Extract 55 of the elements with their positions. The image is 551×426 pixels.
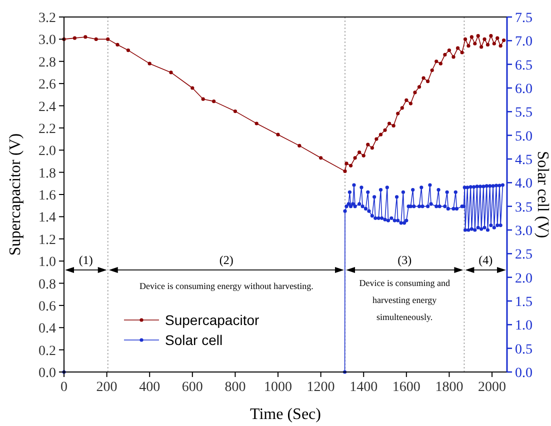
x-axis-title: Time (Sec) — [250, 406, 321, 423]
x-tick-label: 600 — [182, 380, 203, 395]
y2-tick-label: 0.5 — [515, 342, 532, 358]
annotation: (4) — [478, 252, 493, 267]
y-tick-label: 2.8 — [38, 55, 56, 70]
annotation: Device is consuming and harvesting energy simulteneously. — [359, 278, 450, 322]
y-tick-label: 1.2 — [38, 232, 56, 248]
y-tick-label: 2.0 — [38, 144, 56, 160]
y-tick-label: 1.8 — [38, 166, 56, 182]
x-tick-label: 0 — [60, 380, 68, 395]
y2-tick-label: 4.5 — [515, 153, 532, 168]
y2-tick-label: 4.0 — [515, 176, 532, 192]
y-tick-label: 3.0 — [38, 33, 56, 48]
annotation: Device is consuming energy without harvesting. — [140, 280, 314, 291]
annotation: (3) — [398, 252, 412, 267]
y2-tick-label: 6.0 — [515, 82, 532, 97]
y-tick-label: 0.0 — [38, 366, 56, 381]
y-tick-label: 1.4 — [38, 210, 56, 226]
y-tick-label: 1.6 — [38, 188, 56, 204]
x-tick-label: 1000 — [264, 380, 292, 395]
y-tick-label: 0.6 — [38, 299, 56, 314]
y2-tick-label: 3.5 — [515, 200, 532, 216]
x-tick-label: 1800 — [435, 380, 464, 395]
y-tick-label: 0.2 — [38, 344, 56, 359]
y2-tick-label: 2.5 — [515, 248, 532, 263]
y2-tick-label: 5.0 — [515, 129, 532, 144]
y-tick-label: 0.8 — [38, 277, 56, 292]
x-tick-label: 400 — [139, 380, 160, 395]
x-tick-label: 1400 — [350, 380, 378, 395]
y2-axis-title: Solar cell (V) — [534, 150, 551, 238]
x-tick-label: 1600 — [392, 380, 420, 395]
y2-tick-label: 5.5 — [515, 106, 532, 121]
x-tick-label: 2000 — [478, 380, 506, 395]
y-tick-label: 2.2 — [38, 122, 56, 137]
y-tick-label: 2.6 — [38, 78, 56, 93]
y-tick-label: 3.2 — [38, 11, 56, 26]
y2-tick-label: 7.0 — [515, 34, 532, 50]
y-tick-label: 0.4 — [38, 322, 56, 337]
y2-tick-label: 7.5 — [515, 11, 532, 26]
y-tick-label: 1.0 — [38, 255, 56, 270]
y-axis-title: Supercapacitor (V) — [7, 133, 24, 256]
x-tick-label: 800 — [224, 380, 246, 395]
y2-tick-label: 2.0 — [515, 271, 532, 286]
y2-tick-label: 6.5 — [515, 58, 532, 74]
annotation: (1) — [78, 252, 93, 267]
x-tick-label: 200 — [96, 380, 118, 395]
legend-label: Solar cell — [165, 332, 223, 348]
y2-tick-label: 1.5 — [515, 295, 532, 310]
legend-label: Supercapacitor — [165, 312, 260, 328]
y2-tick-label: 1.0 — [515, 318, 532, 334]
y-tick-label: 2.4 — [38, 100, 56, 115]
y2-tick-label: 3.0 — [515, 224, 532, 239]
x-tick-label: 1200 — [306, 380, 335, 395]
annotation: (2) — [219, 252, 234, 267]
y2-tick-label: 0.0 — [515, 366, 532, 381]
